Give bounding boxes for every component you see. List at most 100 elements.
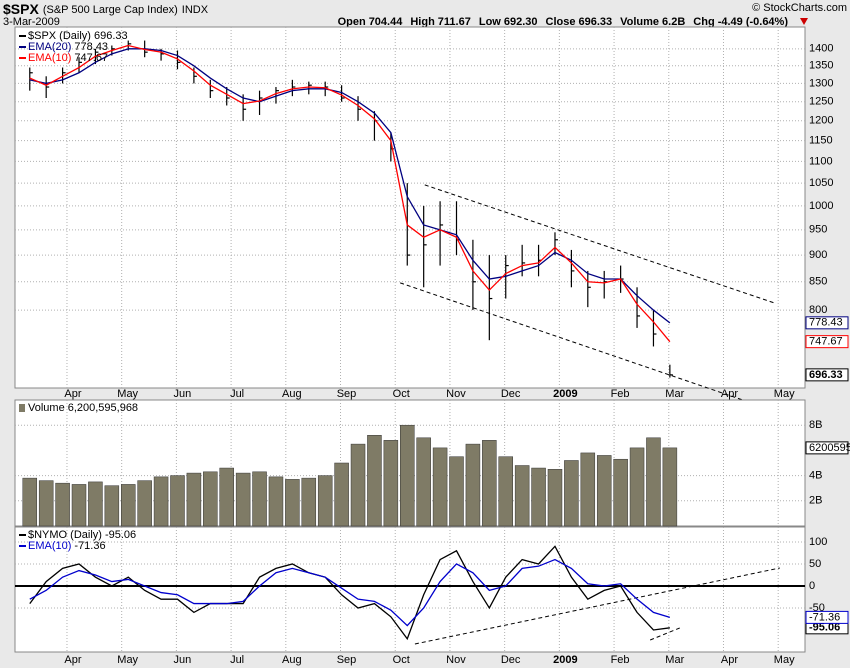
legend-value: 6,200,595,968 [68,402,138,414]
y-tick-label: 1050 [809,177,833,189]
volume-bar [88,481,103,527]
volume-bar [268,476,284,527]
x-tick-label: Jul [230,654,244,666]
legend-name: Volume [28,402,65,414]
copyright: © StockCharts.com [752,2,847,14]
y-tick-label: 1150 [809,135,833,147]
legend-name: $SPX (Daily) [28,30,91,42]
value-tag [805,368,849,382]
x-tick-label: Aug [282,388,302,400]
legend-entry: $SPX (Daily) 696.33 [28,30,128,42]
value-tag [805,335,849,349]
date: 3-Mar-2009 [3,16,60,28]
volume-bar [22,477,38,527]
y-tick-label: 8B [809,419,822,431]
x-tick-label: Feb [611,388,630,400]
volume-bar [186,472,202,527]
volume-bar [38,480,54,527]
legend-name: EMA(10) [28,540,71,552]
volume-bar [334,462,349,527]
field-value: -4.49 (-0.64%) [718,16,789,28]
volume-bar [367,435,382,527]
y-tick-label: 900 [809,249,827,261]
field-value: 696.33 [578,16,612,28]
y-tick-label: 1300 [809,77,833,89]
panel [14,26,806,389]
legend-swatch [19,404,25,412]
y-tick-label: 100 [809,536,827,548]
x-tick-label: Feb [611,654,630,666]
value-tag-label: -95.06 [809,622,840,634]
exchange: INDX [182,4,209,16]
trendline [424,184,776,304]
x-tick-label: Dec [501,388,521,400]
x-tick-label: Dec [501,654,521,666]
trendline [414,567,780,645]
legend-entry: EMA(10) 747.67 [28,52,108,64]
field-label: High [410,16,435,28]
legend-entry: Volume 6,200,595,968 [28,402,138,414]
volume-bar [317,475,333,527]
x-tick-label: Nov [446,388,466,400]
y-tick-label: 800 [809,304,827,316]
legend-entry: EMA(20) 778.43 [28,41,108,53]
volume-bar [613,458,628,527]
volume-bar [170,475,185,527]
x-tick-label: May [774,654,795,666]
value-tag [805,441,849,455]
x-tick-label: 2009 [553,654,577,666]
x-tick-label: Jun [174,654,192,666]
x-tick-label: Oct [393,654,410,666]
y-tick-label: 1350 [809,60,833,72]
x-tick-label: Apr [64,388,81,400]
volume-bar [564,460,579,527]
x-tick-label: May [117,654,138,666]
volume-bar [219,467,234,527]
volume-bar [465,443,481,527]
value-tag-label: 6200595 [809,442,850,454]
volume-bar [498,456,513,527]
x-tick-label: Mar [665,654,684,666]
legend-name: EMA(10) [28,52,71,64]
x-tick-label: 2009 [553,388,577,400]
volume-bar [432,447,448,527]
volume-bar [285,479,300,527]
field-label: Low [479,16,501,28]
ema-line [29,48,671,324]
x-tick-label: Aug [282,654,302,666]
legend-name: EMA(20) [28,41,71,53]
volume-bar [153,476,169,527]
trendline [649,627,680,641]
volume-bar [514,465,530,527]
value-tag-label: 778.43 [809,317,843,329]
field-label: Close [546,16,576,28]
volume-bar [301,477,317,527]
y-tick-label: 0 [809,580,815,592]
field-value: 692.30 [504,16,538,28]
y-tick-label: 2B [809,495,822,507]
legend-entry: $NYMO (Daily) -95.06 [28,529,136,541]
value-tag-label: -71.36 [809,611,840,623]
x-tick-label: Sep [337,654,357,666]
x-tick-label: May [774,388,795,400]
volume-bar [71,484,87,527]
volume-bar [580,452,596,527]
volume-bar [482,440,497,527]
volume-bar [137,480,152,527]
volume-bar [547,469,563,527]
oscillator-line [29,545,670,641]
field-label: Chg [693,16,714,28]
y-tick-label: 1100 [809,155,833,167]
volume-bar [416,437,431,527]
volume-bar [350,443,366,527]
x-tick-label: Oct [393,388,410,400]
volume-bar [120,484,136,527]
symbol: $SPX [3,1,39,17]
x-tick-label: Jun [174,388,192,400]
volume-bar [629,447,645,527]
field-value: 711.67 [438,16,471,28]
volume-bar [400,424,415,527]
value-tag [805,316,849,330]
volume-bar [55,482,70,527]
